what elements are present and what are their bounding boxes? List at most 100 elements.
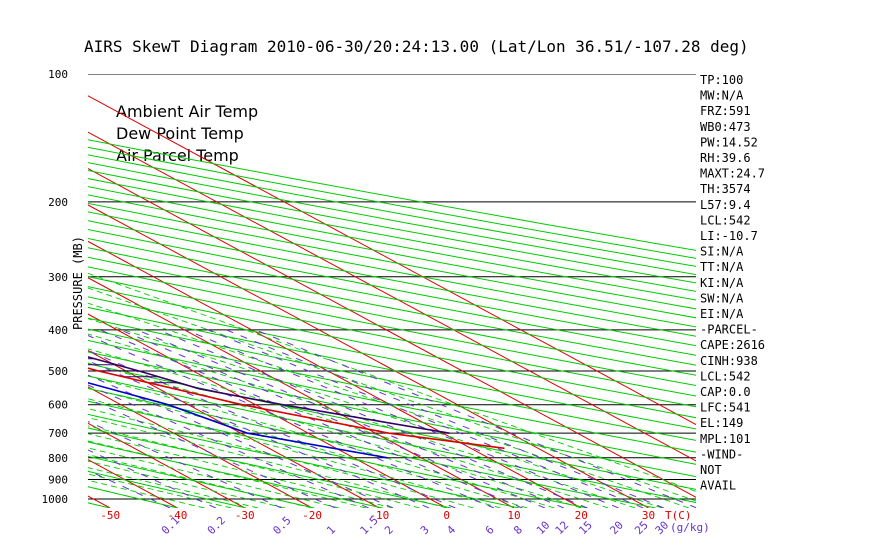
dry-adiabat-line [88, 247, 696, 366]
mixing-ratio-tick-label: 10 [534, 519, 553, 538]
moist-adiabat-line [88, 454, 313, 508]
series-parcel [88, 356, 450, 434]
moist-adiabat-line [88, 387, 528, 508]
dry-adiabat-line [0, 74, 42, 508]
y-axis-label: PRESSURE (MB) [71, 236, 85, 330]
index-label: MAXT:24.7 [700, 167, 765, 181]
mixing-ratio-line [158, 329, 588, 508]
index-label: WB0:473 [700, 120, 751, 134]
legend-ambient: Ambient Air Temp [116, 102, 258, 121]
moist-adiabat-line [88, 467, 259, 508]
moist-adiabat-line [88, 287, 696, 502]
mixing-ratio-unit: (g/kg) [670, 521, 710, 534]
index-label: RH:39.6 [700, 151, 751, 165]
isotherm-line [88, 240, 582, 508]
moist-adiabat-line [88, 318, 663, 508]
mixing-ratio-tick-label: 2 [382, 523, 396, 537]
mixing-ratio-line [99, 329, 523, 508]
pressure-tick-label: 300 [48, 271, 68, 284]
bottom-temp-tick-label: 0 [443, 509, 450, 522]
isotherm-line [0, 74, 43, 508]
dry-adiabat-line [88, 194, 696, 310]
mixing-ratio-line [88, 349, 456, 508]
moist-adiabat-line [88, 460, 286, 508]
dry-adiabat-line [88, 387, 656, 508]
dry-adiabat-line [88, 146, 696, 259]
series-ambient [88, 367, 505, 450]
index-label: EL:149 [700, 416, 743, 430]
index-label: TH:3574 [700, 182, 751, 196]
dry-adiabat-line [88, 139, 696, 251]
mixing-ratio-line [207, 329, 644, 508]
moist-adiabat-line [88, 425, 420, 508]
moist-adiabat-line [88, 348, 609, 508]
dry-adiabat-line [88, 162, 696, 276]
dry-adiabat-line [88, 413, 520, 508]
dry-adiabat-line [88, 228, 696, 347]
index-label: -WIND- [700, 447, 743, 461]
legend-dewpoint: Dew Point Temp [116, 124, 244, 143]
moist-adiabat-line [88, 417, 447, 508]
sounding-curves [88, 356, 505, 459]
moist-adiabat-line [88, 398, 501, 508]
mixing-ratio-tick-label: 4 [444, 523, 458, 537]
series-dewpoint [88, 381, 388, 459]
pressure-tick-label: 800 [48, 452, 68, 465]
index-label: CINH:938 [700, 354, 758, 368]
dry-adiabat-line [88, 427, 452, 508]
index-label: PW:14.52 [700, 135, 758, 149]
index-label: -PARCEL- [700, 323, 758, 337]
pressure-tick-label: 600 [48, 399, 68, 412]
moist-adiabat-line [88, 362, 582, 508]
mixing-ratio-tick-label: 0.5 [270, 514, 293, 537]
index-label: LCL:542 [700, 369, 751, 383]
dry-adiabat-line [88, 220, 696, 337]
index-label: KI:N/A [700, 276, 744, 290]
index-label: CAP:0.0 [700, 385, 751, 399]
dry-adiabat-line [88, 339, 696, 465]
pressure-tick-label: 400 [48, 324, 68, 337]
x-axis-label: T(C) [665, 509, 692, 522]
mixing-ratio-tick-label: 8 [511, 523, 525, 537]
index-label: L57:9.4 [700, 198, 751, 212]
isotherm-line [88, 168, 696, 498]
bottom-temp-tick-label: -50 [100, 509, 120, 522]
moist-adiabat-line [88, 473, 232, 508]
bottom-temp-tick-label: 30 [642, 509, 655, 522]
mixing-ratio-line [120, 329, 546, 508]
pressure-tick-label: 900 [48, 474, 68, 487]
pressure-tick-label: 700 [48, 427, 68, 440]
isotherm-line [88, 131, 696, 462]
moist-adiabat-line [88, 333, 636, 508]
index-label: MW:N/A [700, 89, 744, 103]
pressure-tick-label: 1000 [42, 493, 69, 506]
chart-title: AIRS SkewT Diagram 2010-06-30/20:24:13.0… [84, 37, 749, 56]
bottom-temp-tick-label: -40 [168, 509, 188, 522]
mixing-ratio-line [88, 334, 495, 508]
mixing-ratio-line [88, 420, 282, 508]
dry-adiabat-line [88, 202, 696, 319]
mixing-ratio-tick-label: 20 [607, 519, 626, 538]
mixing-ratio-line [225, 329, 664, 508]
dry-adiabat-line [88, 170, 696, 284]
index-label: EI:N/A [700, 307, 744, 321]
bottom-temp-tick-label: -30 [235, 509, 255, 522]
index-label: AVAIL [700, 479, 736, 493]
pressure-tick-label: 500 [48, 365, 68, 378]
index-label: NOT [700, 463, 722, 477]
mixing-ratio-line [88, 469, 171, 508]
mixing-ratio-line [255, 329, 696, 508]
mixing-ratio-tick-label: 3 [418, 523, 432, 537]
isotherm-line [88, 204, 649, 508]
index-label: CAPE:2616 [700, 338, 765, 352]
index-label: SI:N/A [700, 245, 744, 259]
index-label: MPL:101 [700, 432, 751, 446]
isotherm-line [88, 422, 245, 508]
cape-shading [88, 358, 179, 384]
index-label: LCL:542 [700, 213, 751, 227]
mixing-ratio-tick-label: 1 [324, 523, 338, 537]
dry-adiabat-line [88, 470, 247, 508]
mixing-ratio-tick-label: 12 [553, 519, 572, 538]
bottom-temp-tick-label: -10 [369, 509, 389, 522]
